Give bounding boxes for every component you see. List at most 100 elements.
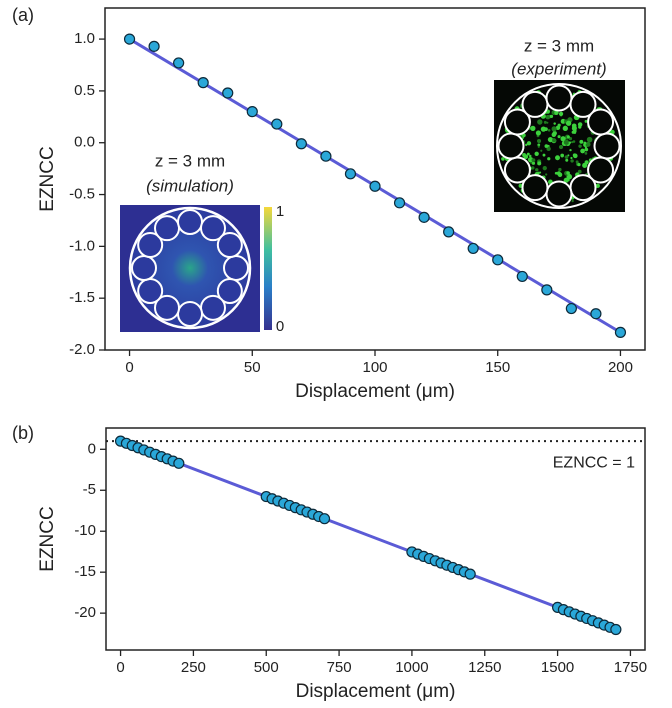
point bbox=[467, 242, 479, 255]
speckle-dot bbox=[571, 123, 577, 129]
panel-label: (b) bbox=[12, 423, 34, 443]
speckle-dot bbox=[501, 157, 505, 161]
speckle-dot bbox=[558, 167, 562, 172]
x-tick-label: 0 bbox=[125, 359, 133, 376]
speckle-dot bbox=[542, 166, 547, 171]
speckle-dot bbox=[560, 136, 566, 142]
x-axis-label: Displacement (μm) bbox=[296, 681, 456, 702]
x-tick-label: 50 bbox=[244, 359, 261, 376]
speckle-dot bbox=[584, 152, 588, 155]
y-axis-label: EZNCC bbox=[37, 146, 58, 211]
y-tick-label: -2.0 bbox=[69, 341, 95, 358]
y-tick-label: -1.5 bbox=[69, 289, 95, 306]
speckle-dot bbox=[558, 144, 564, 150]
core bbox=[587, 156, 615, 184]
core bbox=[569, 174, 597, 202]
cores bbox=[131, 84, 621, 327]
x-tick-label: 100 bbox=[362, 359, 387, 376]
x-tick-label: 1500 bbox=[541, 659, 574, 676]
core bbox=[131, 255, 157, 281]
y-tick-label: 1.0 bbox=[74, 30, 95, 47]
speckle-dot bbox=[530, 161, 533, 164]
panel-b: (b) Displacement (μm) EZNCC 0 250 500 750 1000 1… bbox=[12, 423, 647, 702]
insets: z = 3 mm (simulation) 1 0 z = 3 mm (expe… bbox=[120, 36, 625, 335]
reference-label: EZNCC = 1 bbox=[553, 454, 635, 471]
inset-subtitle: (simulation) bbox=[146, 176, 234, 195]
speckle-dot bbox=[551, 132, 557, 138]
core bbox=[177, 301, 203, 327]
core bbox=[587, 108, 615, 136]
core bbox=[216, 232, 243, 258]
speckle-dot bbox=[536, 138, 542, 144]
speckle-dot bbox=[560, 154, 564, 158]
core bbox=[216, 278, 243, 304]
fiber-outline bbox=[496, 83, 622, 209]
colorbar bbox=[264, 207, 272, 330]
speckle-dot bbox=[583, 141, 587, 145]
speckle-dot bbox=[584, 119, 588, 123]
speckle-dot bbox=[535, 130, 541, 136]
x-tick-label: 250 bbox=[181, 659, 206, 676]
panel-a: (a) Displacement (μm) EZNCC 0 50 100 150 200 -2.… bbox=[12, 5, 646, 402]
y-tick-label: -5 bbox=[83, 481, 96, 498]
x-tick-label: 200 bbox=[608, 359, 633, 376]
colorbar-label: 0 bbox=[276, 318, 284, 335]
core bbox=[137, 278, 164, 304]
point bbox=[222, 87, 234, 99]
speckle-dot bbox=[537, 119, 543, 125]
panel-label: (a) bbox=[12, 5, 34, 25]
y-tick-label: 0.0 bbox=[74, 134, 95, 151]
speckle-dot bbox=[566, 173, 573, 180]
point bbox=[418, 211, 430, 223]
core bbox=[200, 215, 226, 242]
inset-title: z = 3 mm bbox=[155, 151, 225, 170]
speckle-dot bbox=[549, 114, 554, 119]
point bbox=[464, 568, 476, 580]
speckle-dot bbox=[586, 136, 593, 143]
speckle-dot bbox=[562, 125, 568, 131]
speckle-dot bbox=[537, 161, 542, 166]
speckle-dot bbox=[528, 154, 532, 158]
speckle-dot bbox=[571, 199, 574, 203]
y-tick-label: -0.5 bbox=[69, 186, 95, 203]
speckle-dot bbox=[557, 135, 561, 139]
core bbox=[545, 180, 573, 208]
speckle-dot bbox=[572, 129, 577, 133]
point bbox=[320, 150, 332, 162]
speckle-dot bbox=[584, 147, 589, 152]
speckle-dot bbox=[554, 110, 559, 115]
point bbox=[590, 308, 602, 320]
speckle-dot bbox=[557, 172, 563, 178]
point bbox=[443, 226, 455, 238]
speckle-dot bbox=[563, 177, 569, 183]
core bbox=[154, 215, 180, 242]
speckle-dot bbox=[537, 143, 541, 147]
plot-frame bbox=[104, 7, 646, 351]
speckle-dot bbox=[584, 160, 589, 165]
speckle-dot bbox=[523, 154, 529, 160]
speckle-dot bbox=[566, 135, 570, 139]
speckle-dot bbox=[547, 136, 554, 143]
point bbox=[614, 326, 627, 338]
speckle-dot bbox=[547, 157, 551, 161]
x-tick-label: 150 bbox=[485, 359, 510, 376]
point bbox=[318, 513, 331, 525]
core bbox=[200, 294, 226, 321]
speckle-dot bbox=[542, 153, 546, 157]
point bbox=[393, 197, 406, 209]
point bbox=[197, 77, 209, 89]
y-tick-label: -20 bbox=[74, 604, 96, 621]
x-tick-label: 1000 bbox=[395, 659, 428, 676]
point bbox=[516, 270, 528, 283]
colorbar-label: 1 bbox=[276, 203, 284, 220]
core bbox=[177, 209, 203, 235]
y-tick-label: -15 bbox=[74, 563, 96, 580]
inset-subtitle: (experiment) bbox=[511, 59, 606, 78]
y-tick-label: 0.5 bbox=[74, 82, 95, 99]
x-axis-label: Displacement (μm) bbox=[295, 381, 455, 402]
point bbox=[610, 623, 622, 636]
core bbox=[593, 132, 621, 160]
speckle-dot bbox=[526, 141, 532, 146]
